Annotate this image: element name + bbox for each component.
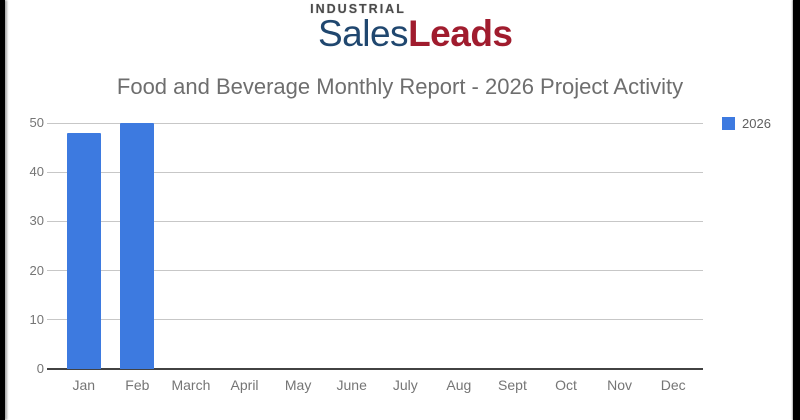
chart-title: Food and Beverage Monthly Report - 2026 …	[116, 74, 684, 99]
legend-series-label: 2026	[742, 116, 771, 131]
logo-leads-text: Leads	[408, 13, 513, 54]
left-black-border	[0, 0, 5, 420]
gridline-50	[47, 122, 703, 124]
gridline-20	[47, 270, 703, 272]
gridline-40	[47, 171, 703, 173]
bar-feb	[120, 123, 155, 369]
gridline-10	[47, 319, 703, 321]
x-axis-baseline	[47, 368, 703, 370]
bar-jan	[66, 132, 101, 369]
x-axis-label-july: July	[392, 377, 418, 393]
x-axis-label-sept: Sept	[498, 377, 527, 393]
x-axis-label-june: June	[336, 377, 367, 393]
y-axis-label-40: 40	[29, 164, 44, 180]
logo-sales-text: Sales	[318, 13, 409, 54]
x-axis-label-march: March	[171, 377, 211, 393]
y-axis-label-50: 50	[29, 115, 44, 130]
gridline-30	[47, 220, 703, 222]
y-axis-label-0: 0	[36, 361, 44, 376]
legend-color-swatch	[722, 117, 735, 130]
x-axis-label-feb: Feb	[125, 377, 150, 393]
x-axis-label-jan: Jan	[72, 377, 96, 393]
y-axis-label-30: 30	[29, 213, 44, 229]
plot-area	[47, 122, 703, 370]
right-black-border	[793, 0, 800, 420]
logo-industrial-wordmark: INDUSTRIAL	[310, 2, 406, 16]
x-axis-label-aug: Aug	[446, 377, 472, 393]
x-axis-label-oct: Oct	[555, 377, 577, 393]
x-axis-label-april: April	[230, 377, 259, 393]
x-axis-label-may: May	[284, 377, 312, 393]
x-axis-label-nov: Nov	[607, 377, 633, 393]
y-axis-label-10: 10	[29, 311, 44, 327]
x-axis-label-dec: Dec	[660, 377, 686, 393]
y-axis-label-20: 20	[29, 262, 44, 278]
logo-brand-wordmark: SalesLeads	[318, 14, 513, 54]
